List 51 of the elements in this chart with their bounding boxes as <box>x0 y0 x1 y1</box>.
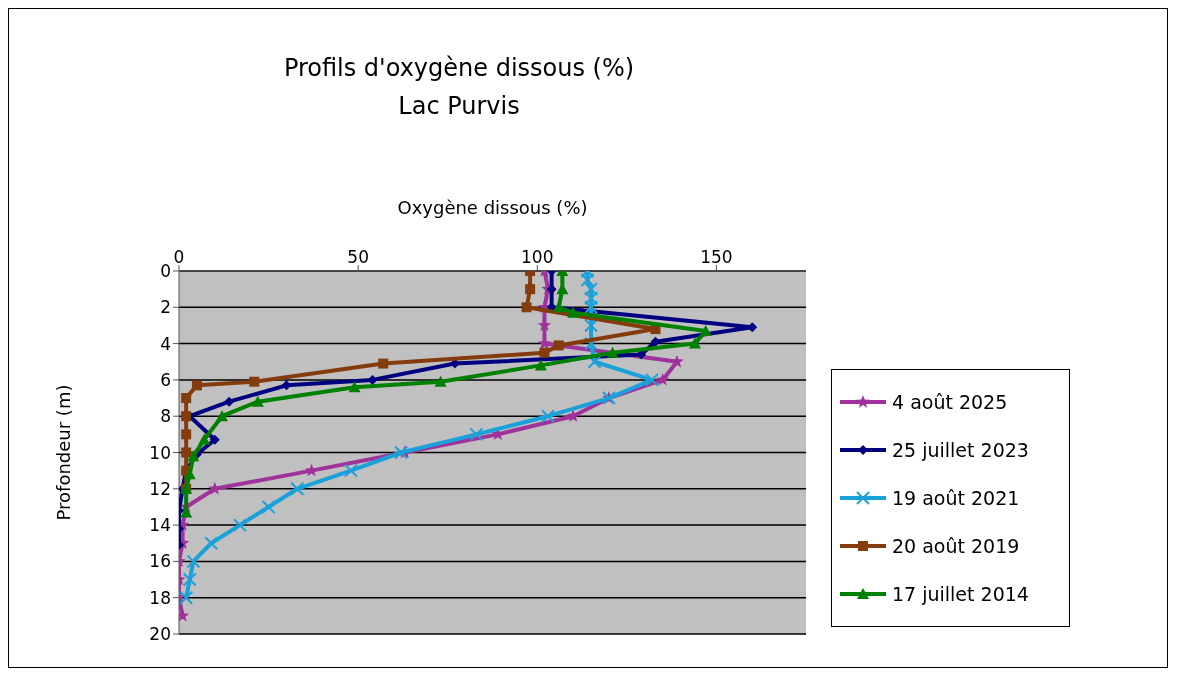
point <box>670 354 684 368</box>
point <box>215 410 228 422</box>
point <box>656 372 670 386</box>
y-tick-label: 12 <box>149 478 171 499</box>
y-tick-label: 6 <box>160 369 171 390</box>
point <box>249 376 260 387</box>
y-tick-label: 10 <box>149 442 171 463</box>
y-tick-label: 4 <box>160 333 171 354</box>
point <box>566 409 580 422</box>
chart-subtitle: Lac Purvis <box>397 91 521 122</box>
point <box>434 375 447 387</box>
point <box>606 346 619 358</box>
y-tick-label: 2 <box>160 297 171 318</box>
point <box>534 359 547 371</box>
x-tick-label: 50 <box>347 247 369 267</box>
point <box>224 396 235 407</box>
point <box>539 347 550 358</box>
legend-label: 20 août 2019 <box>892 535 1020 557</box>
point <box>521 302 532 313</box>
y-tick-label: 18 <box>149 587 171 608</box>
point <box>209 434 220 445</box>
y-tick-label: 8 <box>160 406 171 427</box>
point <box>378 358 389 369</box>
y-tick-label: 20 <box>149 624 171 645</box>
point <box>688 337 701 349</box>
point <box>553 340 564 351</box>
legend-label: 4 août 2025 <box>892 391 1008 413</box>
point <box>187 450 200 462</box>
point <box>181 429 192 440</box>
point <box>198 433 211 445</box>
y-axis-title: Profondeur (m) <box>53 384 75 521</box>
y-tick-label: 16 <box>149 551 171 572</box>
legend-label: 19 août 2021 <box>892 487 1020 509</box>
point <box>348 381 361 393</box>
y-tick-label: 0 <box>160 261 171 282</box>
x-axis-title: Oxygène dissous (%) <box>397 196 588 218</box>
point <box>251 395 264 407</box>
legend-label: 25 juillet 2023 <box>892 439 1029 461</box>
y-tick-label: 14 <box>149 515 171 536</box>
point <box>181 447 192 458</box>
point <box>525 284 536 295</box>
x-tick-label: 0 <box>173 247 185 267</box>
point <box>367 374 378 385</box>
x-tick-label: 100 <box>521 247 554 267</box>
point <box>567 306 580 318</box>
point <box>191 380 202 391</box>
x-tick-label: 150 <box>700 247 733 267</box>
legend-label: 17 juillet 2014 <box>892 583 1029 605</box>
point <box>181 393 192 404</box>
point <box>699 324 712 336</box>
chart-title: Profils d'oxygène dissous (%) <box>282 53 636 84</box>
